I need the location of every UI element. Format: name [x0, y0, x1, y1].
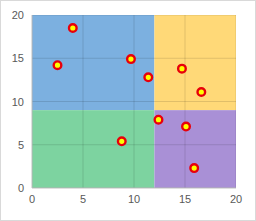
scatter-point	[190, 164, 198, 172]
x-tick-label: 5	[80, 193, 86, 205]
scatter-point	[155, 116, 163, 124]
x-tick-label: 10	[128, 193, 140, 205]
scatter-point	[54, 61, 62, 69]
scatter-point	[178, 65, 186, 73]
y-tick-label: 0	[18, 182, 24, 194]
y-grid-line	[32, 144, 236, 145]
scatter-point	[69, 24, 77, 32]
quadrant-region	[32, 110, 154, 188]
x-grid-line	[32, 15, 33, 188]
scatter-point	[144, 73, 152, 81]
y-grid-line	[32, 101, 236, 102]
x-tick-label: 15	[179, 193, 191, 205]
x-tick-label: 0	[29, 193, 35, 205]
x-axis-line	[32, 188, 236, 189]
scatter-point	[182, 123, 190, 131]
chart: 0 5 10 15 20 0 5 10 15 20	[0, 0, 256, 221]
y-grid-line	[32, 15, 236, 16]
chart-border	[1, 1, 256, 221]
scatter-point	[198, 88, 206, 96]
plot-area	[32, 15, 236, 188]
scatter-point	[118, 137, 126, 145]
y-axis-line	[32, 15, 33, 188]
y-tick-label: 20	[12, 9, 24, 21]
x-tick-label: 20	[230, 193, 242, 205]
y-tick-label: 15	[12, 52, 24, 64]
quadrant-region	[32, 15, 154, 110]
scatter-point	[127, 55, 135, 63]
y-tick-label: 10	[12, 96, 24, 108]
y-grid-line	[32, 188, 236, 189]
y-tick-label: 5	[18, 139, 24, 151]
quadrant-region	[154, 110, 236, 188]
quadrant-region	[154, 15, 236, 110]
